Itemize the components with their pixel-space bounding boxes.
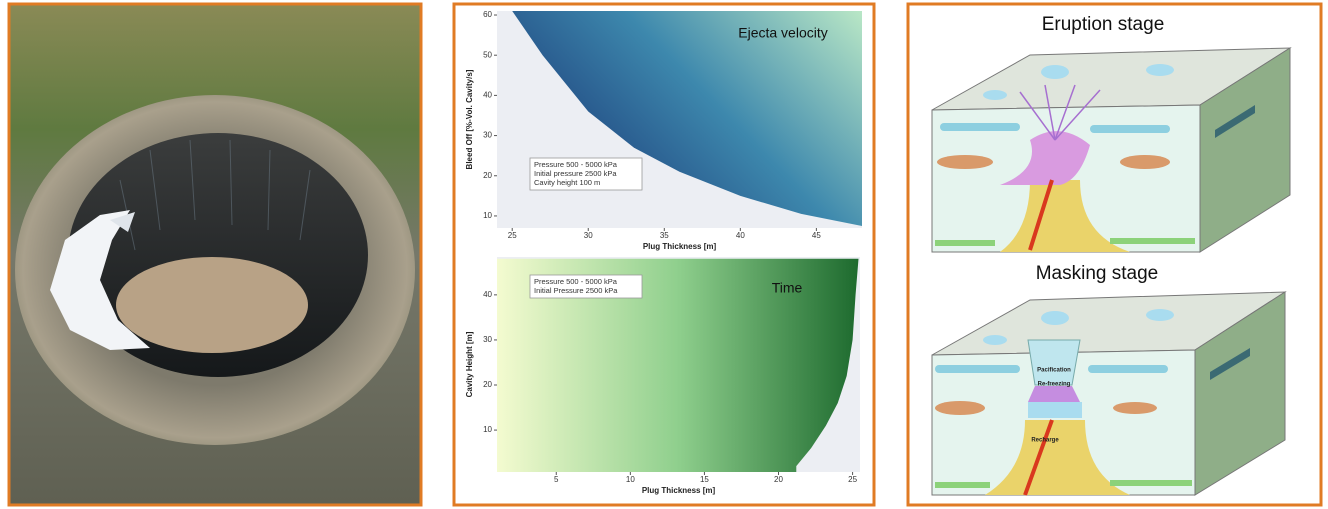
x-tick-label: 35 <box>660 231 669 240</box>
annotation: Pressure 500 - 5000 kPa <box>534 160 618 169</box>
ice-plug <box>1028 402 1082 418</box>
cavity <box>1028 386 1080 402</box>
layer <box>1110 480 1192 486</box>
dike <box>1023 419 1054 496</box>
annotation: Initial Pressure 2500 kPa <box>534 286 618 295</box>
diagram-label: Pacification <box>1037 368 1071 374</box>
annotation: Initial pressure 2500 kPa <box>534 169 617 178</box>
chart-title: Time <box>772 280 803 296</box>
snow <box>50 210 150 350</box>
area <box>512 11 862 226</box>
y-axis-label: Bleed Off [%-Vol. Cavity/s] <box>465 69 474 169</box>
x-tick-label: 40 <box>736 231 745 240</box>
x-tick-label: 10 <box>626 475 635 484</box>
y-tick-label: 50 <box>483 50 492 59</box>
sediment <box>935 401 985 415</box>
y-axis-label: Cavity Height [m] <box>465 331 474 397</box>
pond <box>1146 64 1174 76</box>
ice-lens <box>1090 125 1170 133</box>
y-tick-label: 30 <box>483 335 492 344</box>
annotation: Cavity height 100 m <box>534 178 600 187</box>
chart-title: Ejecta velocity <box>738 25 827 41</box>
side-face <box>1199 47 1291 253</box>
side-face <box>1194 291 1286 496</box>
y-tick-label: 20 <box>483 171 492 180</box>
dike <box>1028 179 1054 251</box>
annotation-box <box>529 157 643 191</box>
fault-lens <box>1215 105 1255 138</box>
diagram-label: Re-freezing <box>1038 382 1071 388</box>
x-tick-label: 25 <box>508 231 517 240</box>
sediment <box>1120 155 1170 169</box>
layer <box>935 240 995 246</box>
x-axis-label: Plug Thickness [m] <box>642 486 716 495</box>
masking-block: Pacification Re-freezing Recharge <box>931 291 1287 496</box>
annotation: Pressure 500 - 5000 kPa <box>534 277 618 286</box>
y-tick-label: 10 <box>483 211 492 220</box>
ice-lens <box>940 123 1020 131</box>
ice-lens <box>935 365 1020 373</box>
layer <box>935 482 990 488</box>
sediment <box>1113 402 1157 414</box>
x-axis-label: Plug Thickness [m] <box>643 242 717 251</box>
eruption-block <box>931 47 1292 253</box>
x-tick-label: 30 <box>584 231 593 240</box>
pond <box>983 90 1007 100</box>
cone <box>985 420 1130 495</box>
crater-water <box>116 257 308 353</box>
pond-fill <box>1027 339 1081 386</box>
y-tick-label: 20 <box>483 380 492 389</box>
ejecta <box>1019 84 1101 141</box>
x-tick-label: 25 <box>848 475 857 484</box>
y-tick-label: 60 <box>483 10 492 19</box>
x-tick-label: 20 <box>774 475 783 484</box>
cone <box>1000 180 1130 252</box>
x-tick-label: 15 <box>700 475 709 484</box>
snow-patch <box>110 212 135 232</box>
charts: 25 30 35 40 45 10 20 30 40 50 60 Plug Thickness [m]… <box>465 10 862 495</box>
pond <box>1041 311 1069 325</box>
cavity <box>1000 131 1090 185</box>
y-tick-label: 30 <box>483 131 492 140</box>
pond <box>1041 65 1069 79</box>
y-tick-label: 10 <box>483 425 492 434</box>
sediment <box>937 155 993 169</box>
pond <box>983 335 1007 345</box>
diagram-panel: Eruption stage Masking stage <box>906 2 1323 507</box>
pond <box>1146 309 1174 321</box>
y-tick-label: 40 <box>483 290 492 299</box>
layer <box>1110 238 1195 244</box>
diagram-label: Recharge <box>1031 438 1059 444</box>
fault-lens <box>1210 348 1250 380</box>
photo-panel <box>7 2 423 507</box>
stage-title: Masking stage <box>1036 263 1159 284</box>
chart: 25 30 35 40 45 10 20 30 40 50 60 Plug Thickness [m]… <box>465 10 862 251</box>
area <box>497 258 859 472</box>
chart: 5 10 15 20 25 10 20 30 40 Plug Thickness [m] Cavit… <box>465 257 860 495</box>
annotation-box <box>529 274 643 299</box>
ice-lens <box>1088 365 1168 373</box>
x-tick-label: 5 <box>554 475 559 484</box>
stage-title: Eruption stage <box>1042 14 1165 35</box>
x-tick-label: 45 <box>812 231 821 240</box>
y-tick-label: 40 <box>483 90 492 99</box>
